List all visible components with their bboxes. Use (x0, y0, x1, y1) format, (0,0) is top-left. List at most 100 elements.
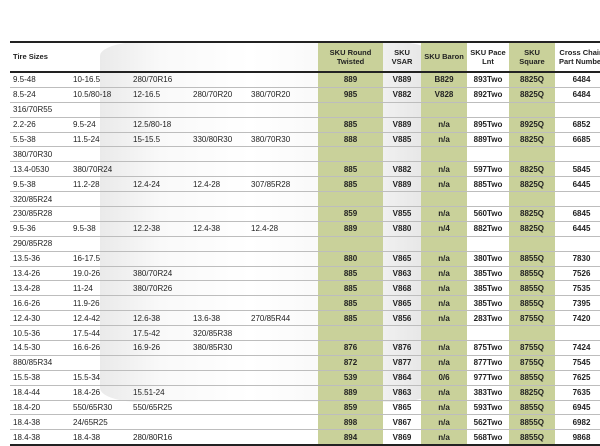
tire-size-1: 13.4-0530 (10, 161, 70, 178)
sku-round-cell (318, 102, 384, 118)
tire-size-1: 18.4-20 (10, 400, 70, 416)
sku-square-cell: 8925Q (509, 117, 556, 133)
header-row: Tire Sizes SKU Round Twisted SKU VSAR SK… (10, 41, 600, 73)
header-sku-square: SKU Square (509, 41, 556, 73)
tire-size-4: 13.6-38 (190, 310, 248, 327)
cross-chain-cell: 7830 (555, 251, 600, 267)
tire-size-3 (130, 191, 190, 208)
sku-pace-cell (467, 325, 510, 342)
sku-pace-cell: 895Two (467, 117, 510, 133)
sku-vsar-cell: V885 (383, 132, 422, 148)
tire-size-4 (190, 117, 248, 133)
sku-vsar-cell: V863 (383, 266, 422, 282)
sku-pace-cell: 283Two (467, 310, 510, 327)
tire-size-2: 17.5-44 (70, 325, 130, 342)
tire-size-4 (190, 266, 248, 282)
sku-vsar-cell (383, 325, 422, 342)
sku-vsar-cell: V889 (383, 117, 422, 133)
sku-pace-cell: 380Two (467, 251, 510, 267)
sku-round-cell: 888 (318, 132, 384, 148)
tire-size-5 (248, 340, 308, 356)
tire-size-5 (248, 429, 308, 446)
sku-baron-cell: n/a (421, 400, 468, 416)
table-row: 2.2-26 9.5-24 12.5/80-18 885 V889 n/a 895Two 89… (10, 117, 600, 133)
sku-vsar-cell: V889 (383, 72, 422, 88)
sku-pace-cell (467, 236, 510, 252)
sku-baron-cell: n/a (421, 161, 468, 178)
sku-vsar-cell: V869 (383, 429, 422, 446)
sku-square-cell: 8855Q (509, 429, 556, 446)
spacer-cell (308, 429, 319, 446)
table-row: 18.4-20 550/65R30 550/65R25 859 V865 n/a 593Tw… (10, 400, 600, 416)
tire-size-3 (130, 161, 190, 178)
spacer-cell (308, 72, 319, 88)
cross-chain-cell: 6982 (555, 414, 600, 431)
spacer-cell (308, 385, 319, 401)
spacer-cell (308, 206, 319, 222)
tire-size-5: 307/85R28 (248, 176, 308, 193)
tire-size-2: 380/70R24 (70, 161, 130, 178)
spacer-cell (308, 191, 319, 208)
sku-round-cell: 885 (318, 266, 384, 282)
table-row: 13.4-28 11-24 380/70R26 885 V868 n/a 385Two 885… (10, 280, 600, 297)
sku-baron-cell: B829 (421, 72, 468, 88)
tire-size-3 (130, 370, 190, 386)
tire-size-5 (248, 280, 308, 297)
sku-baron-cell: n/a (421, 251, 468, 267)
spacer-cell (308, 132, 319, 148)
tire-size-1: 10.5-36 (10, 325, 70, 342)
sku-round-cell: 894 (318, 429, 384, 446)
tire-size-3: 12-16.5 (130, 87, 190, 103)
spacer-cell (308, 370, 319, 386)
sku-square-cell: 8855Q (509, 400, 556, 416)
tire-size-1: 9.5-48 (10, 72, 70, 88)
sku-pace-cell: 385Two (467, 280, 510, 297)
tire-size-1: 320/85R24 (10, 191, 70, 208)
spacer-cell (308, 400, 319, 416)
cross-chain-cell: 6484 (555, 87, 600, 103)
sku-round-cell: 539 (318, 370, 384, 386)
tire-size-1: 12.4-30 (10, 310, 70, 327)
tire-size-2: 18.4-38 (70, 429, 130, 446)
spacer-cell (308, 161, 319, 178)
header-cross-chain: Cross Chain Part Number (555, 41, 600, 73)
sku-round-cell: 885 (318, 161, 384, 178)
sku-square-cell: 8825Q (509, 221, 556, 237)
sku-vsar-cell: V876 (383, 340, 422, 356)
sku-pace-cell (467, 102, 510, 118)
header-sku-vsar: SKU VSAR (383, 41, 422, 73)
spacer-cell (308, 280, 319, 297)
sku-vsar-cell: V882 (383, 161, 422, 178)
sku-square-cell: 8855Q (509, 280, 556, 297)
table-row: 15.5-38 15.5-34 539 V864 0/6 977Two 8855Q 7625 (10, 370, 600, 386)
sku-round-cell (318, 325, 384, 342)
sku-vsar-cell: V867 (383, 414, 422, 431)
sku-square-cell (509, 146, 556, 163)
tire-size-1: 18.4-44 (10, 385, 70, 401)
sku-pace-cell: 383Two (467, 385, 510, 401)
tire-size-3: 280/70R16 (130, 72, 190, 88)
tire-size-1: 13.4-26 (10, 266, 70, 282)
tire-size-3: 15.51-24 (130, 385, 190, 401)
sku-baron-cell (421, 102, 468, 118)
sku-baron-cell: n/a (421, 176, 468, 193)
table-row: 320/85R24 (10, 191, 600, 208)
tire-size-1: 9.5-38 (10, 176, 70, 193)
tire-size-4 (190, 355, 248, 371)
sku-baron-cell: n/a (421, 132, 468, 148)
tire-size-1: 8.5-24 (10, 87, 70, 103)
cross-chain-cell: 7545 (555, 355, 600, 371)
sku-baron-cell: n/a (421, 117, 468, 133)
sku-vsar-cell: V880 (383, 221, 422, 237)
sku-square-cell: 8825Q (509, 385, 556, 401)
spacer-cell (308, 117, 319, 133)
cross-chain-cell: 7625 (555, 370, 600, 386)
tire-size-2: 18.4-26 (70, 385, 130, 401)
header-sku-pace: SKU Pace Lnt (467, 41, 510, 73)
sku-round-cell: 885 (318, 176, 384, 193)
tire-size-2: 10.5/80-18 (70, 87, 130, 103)
sku-pace-cell: 875Two (467, 340, 510, 356)
tire-size-3: 12.6-38 (130, 310, 190, 327)
tire-size-3 (130, 295, 190, 312)
cross-chain-cell (555, 146, 600, 163)
